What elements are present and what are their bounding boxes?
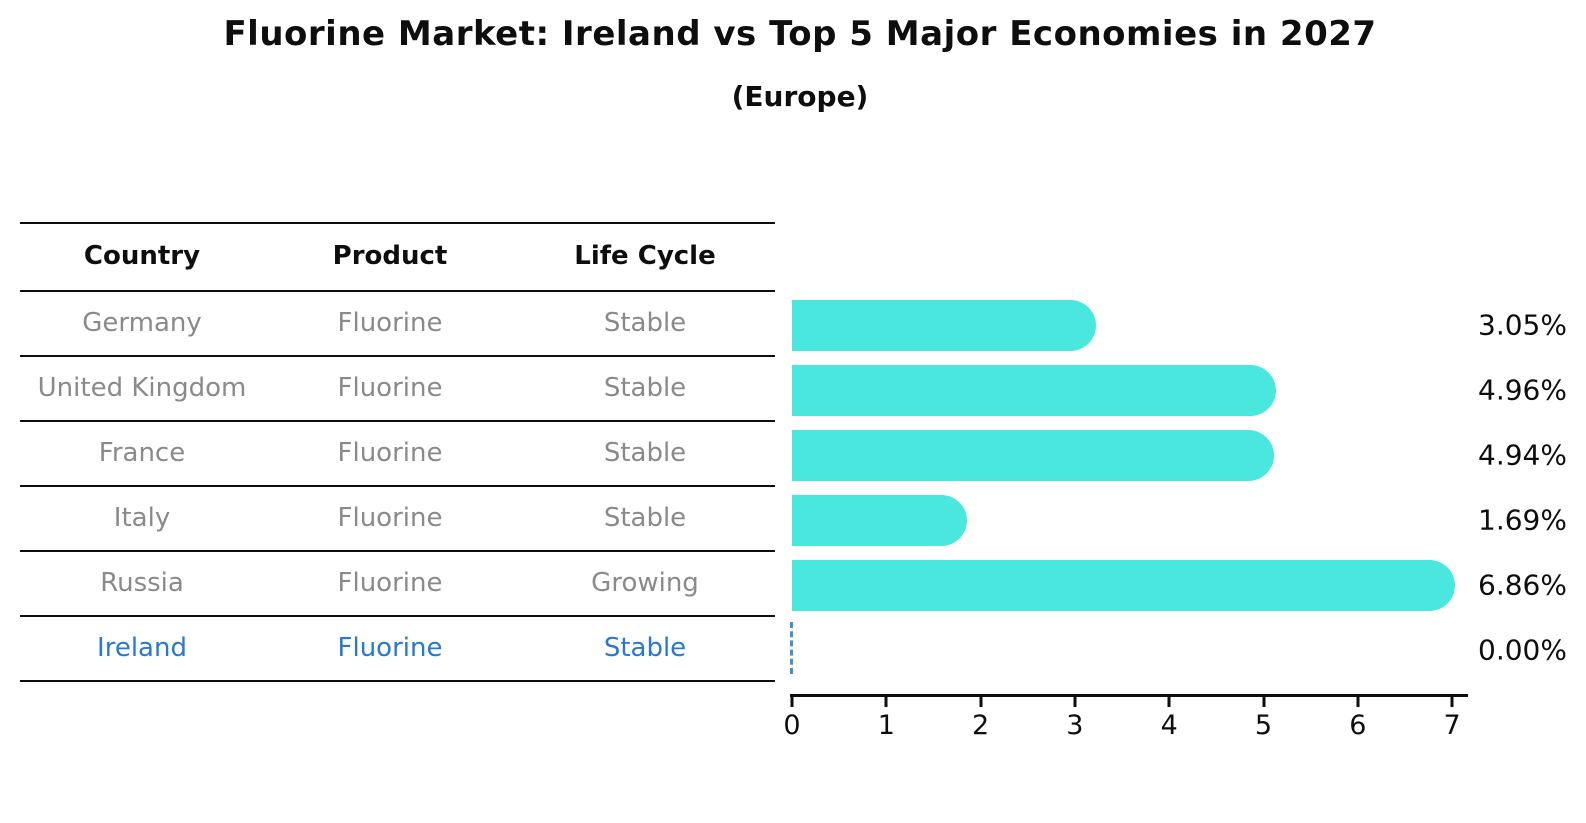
bar-united-kingdom <box>792 365 1276 416</box>
chart-subtitle: (Europe) <box>731 80 869 113</box>
value-label: 4.96% <box>1478 373 1567 406</box>
cell-life_cycle: Stable <box>603 632 687 663</box>
table-top-rule <box>20 222 775 224</box>
column-header-life_cycle: Life Cycle <box>574 241 716 271</box>
cell-product: Fluorine <box>337 437 443 468</box>
x-tick <box>1356 697 1360 707</box>
cell-product: Fluorine <box>337 372 443 403</box>
x-tick-label: 3 <box>1066 710 1084 741</box>
row-rule <box>20 550 775 552</box>
header-rule <box>20 290 775 292</box>
value-label: 0.00% <box>1478 633 1567 666</box>
cell-country: Russia <box>100 567 184 598</box>
bar-italy <box>792 495 968 546</box>
value-label: 1.69% <box>1478 503 1567 536</box>
cell-country: Germany <box>82 307 202 338</box>
x-tick-label: 5 <box>1254 710 1273 741</box>
x-tick <box>1073 697 1077 707</box>
cell-product: Fluorine <box>337 307 443 338</box>
cell-life_cycle: Stable <box>603 372 687 403</box>
x-tick-label: 4 <box>1160 710 1178 741</box>
cell-country: France <box>98 437 186 468</box>
bar-russia <box>792 560 1455 611</box>
value-label: 6.86% <box>1478 568 1567 601</box>
x-tick-label: 6 <box>1349 710 1367 741</box>
x-tick <box>790 697 794 707</box>
x-tick-label: 7 <box>1443 710 1461 741</box>
column-header-product: Product <box>332 241 448 271</box>
x-tick <box>884 697 888 707</box>
cell-country: United Kingdom <box>37 372 247 403</box>
x-tick <box>1262 697 1265 707</box>
x-tick-label: 2 <box>972 710 990 741</box>
cell-country: Ireland <box>97 632 187 663</box>
chart-title: Fluorine Market: Ireland vs Top 5 Major … <box>223 14 1377 54</box>
row-rule <box>20 485 775 487</box>
bar-france <box>792 430 1274 481</box>
cell-product: Fluorine <box>337 632 443 663</box>
value-label: 3.05% <box>1478 308 1567 341</box>
row-rule <box>20 355 775 357</box>
cell-product: Fluorine <box>337 567 443 598</box>
x-tick <box>979 697 983 707</box>
x-axis <box>790 694 1468 697</box>
cell-product: Fluorine <box>337 502 443 533</box>
bar-germany <box>792 300 1096 351</box>
x-tick <box>1167 697 1171 707</box>
zero-value-marker <box>790 621 793 674</box>
x-tick-label: 0 <box>783 710 801 741</box>
cell-life_cycle: Growing <box>591 567 699 598</box>
x-tick-label: 1 <box>877 710 895 741</box>
column-header-country: Country <box>83 241 201 271</box>
cell-country: Italy <box>113 502 171 533</box>
row-rule <box>20 680 775 682</box>
cell-life_cycle: Stable <box>603 502 687 533</box>
row-rule <box>20 420 775 422</box>
cell-life_cycle: Stable <box>603 307 687 338</box>
value-label: 4.94% <box>1478 438 1567 471</box>
x-tick <box>1450 697 1454 707</box>
cell-life_cycle: Stable <box>603 437 687 468</box>
row-rule <box>20 615 775 617</box>
